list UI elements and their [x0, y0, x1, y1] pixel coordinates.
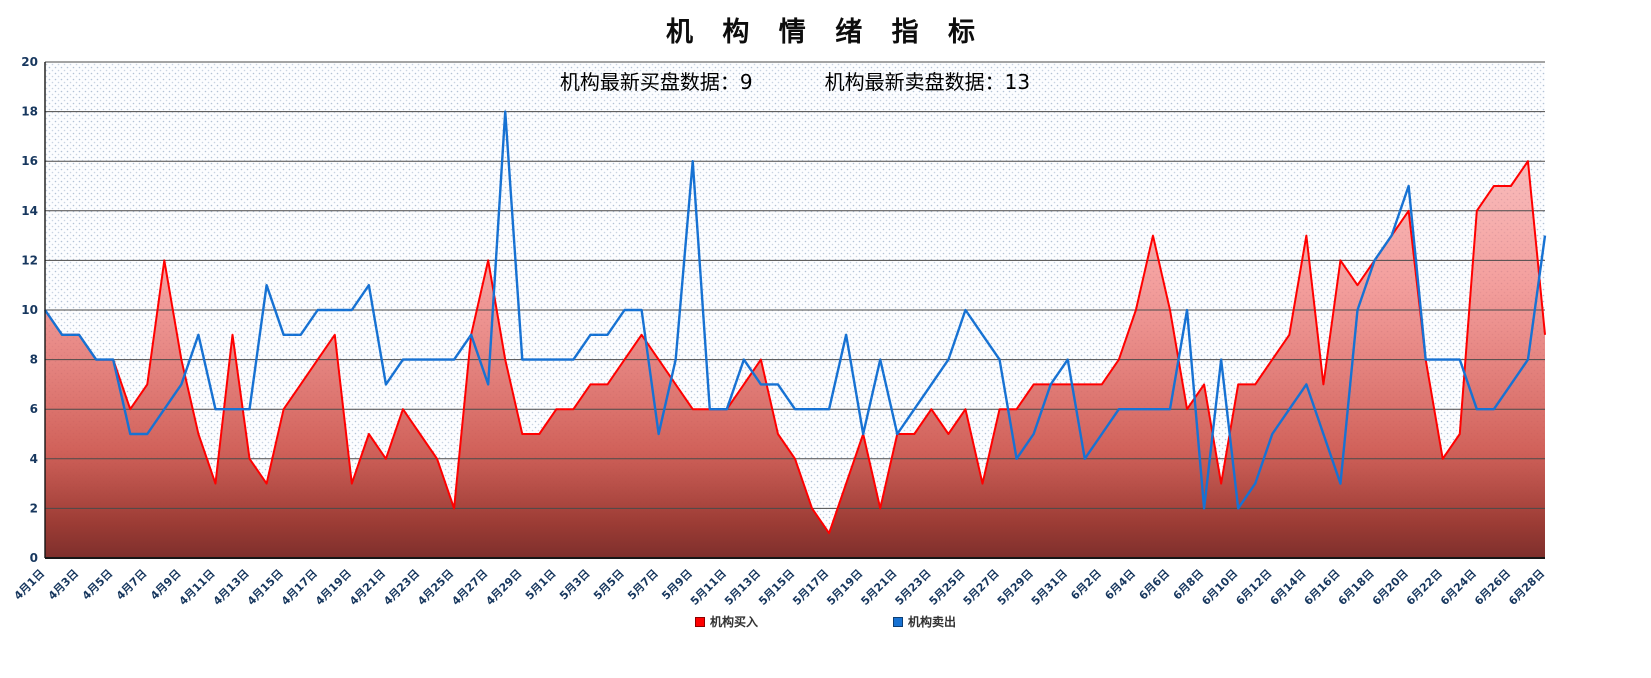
- y-axis-label: 6: [30, 402, 38, 416]
- x-axis-label: 5月27日: [961, 567, 1002, 608]
- y-axis-label: 4: [30, 452, 38, 466]
- x-axis-label: 6月28日: [1506, 567, 1547, 608]
- x-axis-label: 4月17日: [279, 567, 320, 608]
- y-axis-label: 16: [21, 154, 38, 168]
- x-axis-label: 6月12日: [1233, 567, 1274, 608]
- x-axis-label: 5月31日: [1029, 567, 1070, 608]
- x-axis-label: 5月19日: [824, 567, 865, 608]
- x-axis-label: 4月13日: [211, 567, 252, 608]
- x-axis-label: 4月1日: [12, 567, 48, 603]
- x-axis-label: 5月3日: [557, 567, 593, 603]
- y-axis-label: 10: [21, 303, 38, 317]
- x-axis-label: 4月7日: [114, 567, 150, 603]
- x-axis-label: 5月17日: [790, 567, 831, 608]
- latest-sell-text: 机构最新卖盘数据：13: [824, 70, 1031, 94]
- x-axis-label: 6月26日: [1472, 567, 1513, 608]
- x-axis-label: 5月13日: [722, 567, 763, 608]
- x-axis-label: 5月21日: [858, 567, 899, 608]
- x-axis-label: 6月14日: [1267, 567, 1308, 608]
- sell-line: [44, 110, 1547, 510]
- y-axis-label: 12: [21, 253, 38, 267]
- x-axis-label: 5月15日: [756, 567, 797, 608]
- x-axis-label: 5月1日: [523, 567, 559, 603]
- latest-buy-text: 机构最新买盘数据：9: [559, 70, 753, 94]
- y-axis-label: 2: [30, 501, 38, 515]
- y-axis-label: 14: [21, 204, 38, 218]
- x-axis-label: 5月7日: [625, 567, 661, 603]
- x-axis-label: 4月19日: [313, 567, 354, 608]
- x-axis-label: 5月29日: [995, 567, 1036, 608]
- legend-label-buy: 机构买入: [709, 615, 758, 629]
- x-axis-label: 6月4日: [1102, 567, 1138, 603]
- x-axis-label: 4月21日: [347, 567, 388, 608]
- x-axis-label: 5月25日: [927, 567, 968, 608]
- x-axis-label: 5月11日: [688, 567, 729, 608]
- x-axis-label: 4月3日: [46, 567, 82, 603]
- legend-item-buy[interactable]: 机构买入: [694, 613, 758, 630]
- y-axis-label: 20: [21, 55, 38, 69]
- legend-item-sell[interactable]: 机构卖出: [893, 613, 956, 630]
- page-title: 机 构 情 绪 指 标: [666, 17, 985, 48]
- y-axis-label: 8: [30, 353, 38, 367]
- x-axis-label: 5月5日: [591, 567, 627, 603]
- buy-line: [44, 160, 1546, 535]
- y-axis-label: 18: [21, 105, 38, 119]
- x-axis-label: 6月2日: [1068, 567, 1104, 603]
- sell-series-swatch: [893, 616, 903, 627]
- chart-layers: 024681012141618204月1日4月3日4月5日4月7日4月9日4月1…: [12, 55, 1548, 608]
- x-axis-label: 4月27日: [449, 567, 490, 608]
- x-axis-label: 6月20日: [1370, 567, 1411, 608]
- legend-label-sell: 机构卖出: [908, 615, 957, 629]
- x-axis-label: 6月22日: [1404, 567, 1445, 608]
- x-axis-label: 4月29日: [483, 567, 524, 608]
- latest-data-annotation: 机构最新买盘数据：9 机构最新卖盘数据：13: [45, 66, 1545, 95]
- buy-series-swatch: [694, 616, 705, 627]
- x-axis-label: 4月11日: [177, 567, 218, 608]
- x-axis-label: 4月25日: [415, 567, 456, 608]
- x-axis-label: 4月5日: [80, 567, 116, 603]
- x-axis-label: 4月15日: [245, 567, 286, 608]
- chart-legend: 机构买入 机构卖出: [0, 613, 1651, 630]
- y-axis-label: 0: [30, 551, 38, 565]
- x-axis-label: 6月16日: [1302, 567, 1343, 608]
- x-axis-label: 6月24日: [1438, 567, 1479, 608]
- x-axis-label: 6月18日: [1336, 567, 1377, 608]
- x-axis-label: 4月23日: [381, 567, 422, 608]
- x-axis-label: 6月10日: [1199, 567, 1240, 608]
- x-axis-label: 5月23日: [892, 567, 933, 608]
- x-axis-label: 6月6日: [1137, 567, 1173, 603]
